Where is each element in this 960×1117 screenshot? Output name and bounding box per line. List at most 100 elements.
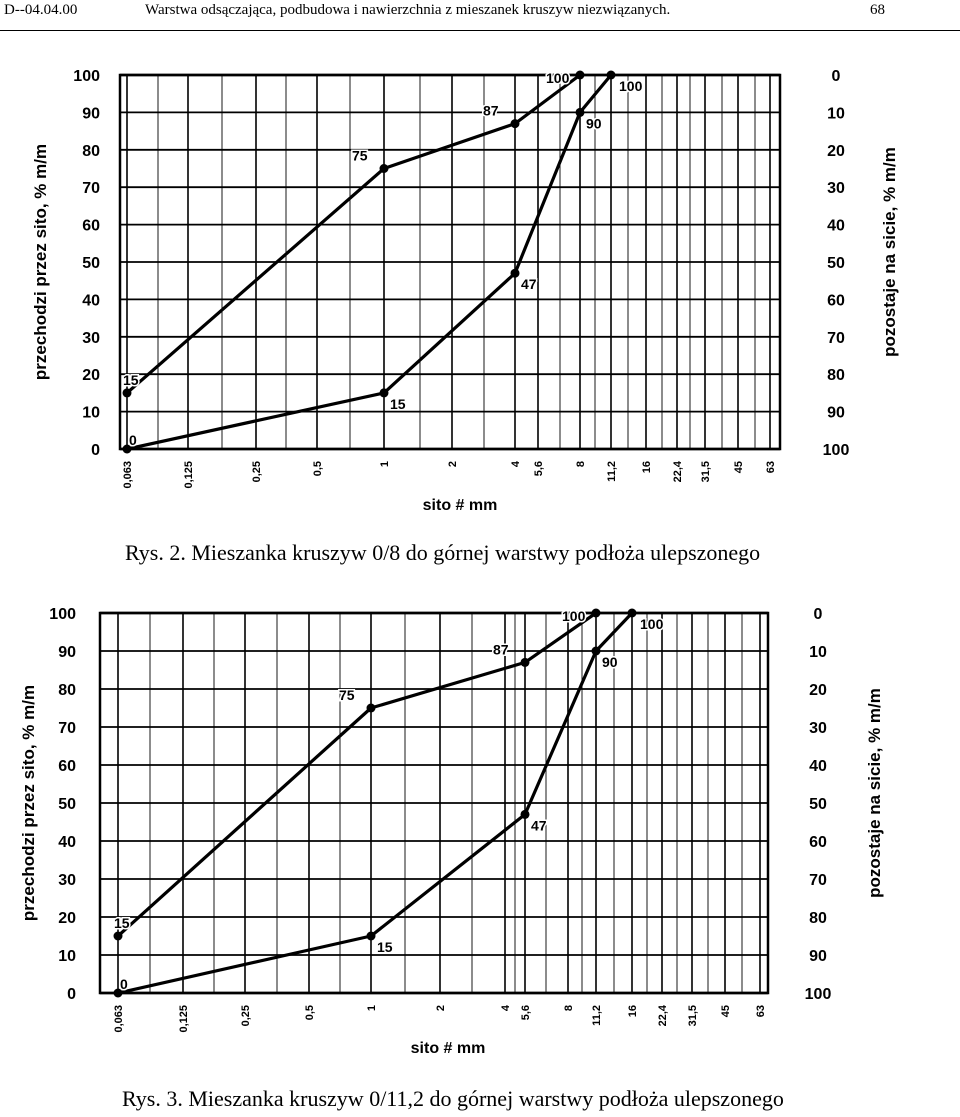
x-axis-title: sito # mm [423,497,498,514]
x-tick-label: 0,063 [113,1005,125,1033]
y-tick-label-right: 90 [827,405,845,422]
y-tick-label-right: 100 [823,442,850,459]
y-tick-label: 30 [58,872,76,889]
data-point [366,931,376,941]
y-tick-label-right: 50 [809,796,827,813]
data-label: 47 [531,817,547,833]
data-point [113,931,123,941]
y-tick-label: 80 [82,143,100,160]
x-tick-label: 4 [510,460,522,467]
y-axis-title-left: przechodzi przez sito, % m/m [19,685,38,921]
x-tick-label: 63 [755,1005,767,1017]
y-tick-label: 70 [58,720,76,737]
y-tick-label: 80 [58,682,76,699]
data-label: 87 [493,641,509,657]
x-tick-label: 8 [575,461,587,467]
x-tick-label: 11,2 [591,1005,603,1026]
data-label: 0 [120,976,128,992]
x-tick-label: 8 [563,1005,575,1011]
x-tick-label: 2 [435,1005,447,1011]
data-point [510,268,520,278]
data-label: 100 [562,608,586,624]
y-tick-label-right: 30 [827,180,845,197]
y-tick-label-right: 0 [832,68,841,85]
x-axis-title: sito # mm [411,1040,486,1057]
y-tick-label-right: 40 [809,758,827,775]
x-tick-label: 22,4 [657,1004,669,1026]
y-tick-label-right: 30 [809,720,827,737]
series-line [125,73,581,395]
y-tick-label: 0 [91,442,100,459]
y-tick-label-right: 20 [809,682,827,699]
data-label: 0 [129,432,137,448]
y-tick-label-right: 60 [827,292,845,309]
data-label: 87 [483,103,499,119]
data-point [122,444,132,454]
x-tick-label: 0,5 [312,461,324,476]
x-tick-label: 0,125 [183,461,195,489]
x-tick-label: 31,5 [687,1005,699,1026]
x-tick-label: 1 [366,1005,378,1011]
data-label: 100 [546,70,570,86]
y-tick-label: 40 [82,292,100,309]
page-number: 68 [870,2,885,18]
data-point [591,646,601,656]
y-axis-title-right: pozostaje na sicie, % m/m [865,688,884,898]
x-tick-label: 0,25 [240,1005,252,1026]
y-tick-label: 90 [82,105,100,122]
y-tick-label: 60 [82,218,100,235]
y-tick-label: 10 [82,405,100,422]
data-point [379,388,389,398]
y-tick-label-right: 80 [827,367,845,384]
data-label: 100 [619,78,643,94]
data-label: 90 [602,654,618,670]
y-tick-label: 20 [58,910,76,927]
y-tick-label-right: 60 [809,834,827,851]
x-tick-label: 16 [627,1005,639,1017]
page-header: D--04.04.00 Warstwa odsączająca, podbudo… [0,0,960,31]
data-label: 90 [586,115,602,131]
x-tick-label: 45 [720,1005,732,1017]
data-point [627,608,637,618]
data-point [575,107,585,117]
grading-chart-1: 1009080706050403020100010203040506070809… [31,68,899,514]
data-label: 15 [390,396,406,412]
x-tick-label: 2 [447,461,459,467]
data-label: 47 [521,276,537,292]
y-tick-label: 100 [73,68,100,85]
y-tick-label: 50 [58,796,76,813]
x-tick-label: 4 [500,1004,512,1011]
y-tick-label-right: 90 [809,948,827,965]
y-tick-label: 60 [58,758,76,775]
chart-caption-2: Rys. 3. Mieszanka kruszyw 0/11,2 do górn… [122,1086,784,1111]
data-label: 15 [123,372,139,388]
x-tick-label: 5,6 [520,1005,532,1020]
y-tick-label: 0 [67,986,76,1003]
data-label: 75 [352,148,368,164]
y-tick-label-right: 10 [827,105,845,122]
y-tick-label: 100 [49,606,76,623]
data-label: 15 [114,915,130,931]
y-axis-title-left: przechodzi przez sito, % m/m [31,144,50,380]
x-tick-label: 11,2 [606,461,618,482]
x-tick-label: 22,4 [672,460,684,482]
y-tick-label-right: 50 [827,255,845,272]
data-label: 100 [640,616,664,632]
x-tick-label: 0,063 [122,461,134,489]
data-point [113,988,123,998]
document-code: D--04.04.00 [4,2,78,18]
data-label: 75 [339,687,355,703]
grading-chart-2: 1009080706050403020100010203040506070809… [19,606,884,1057]
data-point [520,809,530,819]
x-tick-label: 16 [641,461,653,473]
y-tick-label: 90 [58,644,76,661]
x-tick-label: 0,5 [304,1005,316,1020]
data-point [520,657,530,667]
y-tick-label: 40 [58,834,76,851]
y-tick-label-right: 20 [827,143,845,160]
y-tick-label-right: 0 [814,606,823,623]
data-point [575,70,585,80]
y-tick-label-right: 70 [827,330,845,347]
data-label: 15 [377,939,393,955]
y-tick-label: 10 [58,948,76,965]
